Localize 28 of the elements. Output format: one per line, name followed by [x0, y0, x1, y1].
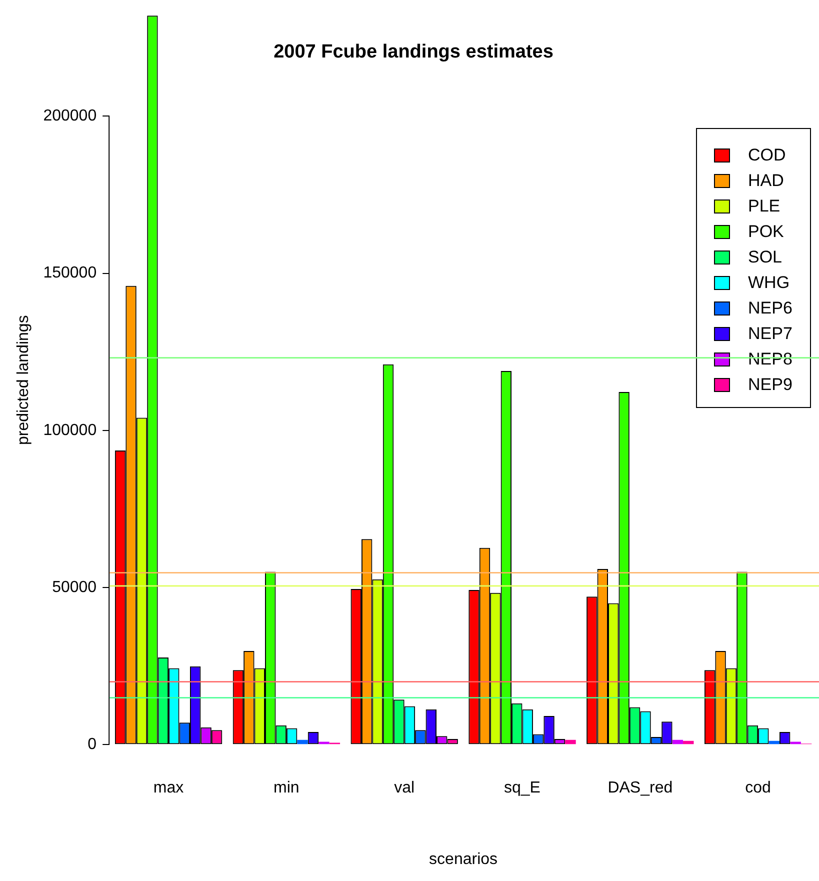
x-tick-label: DAS_red	[608, 780, 673, 797]
y-tick-label: 100000	[43, 422, 97, 439]
legend-label: NEP9	[748, 375, 792, 394]
x-tick-label: cod	[745, 780, 771, 797]
bar	[683, 740, 694, 744]
y-tick-label: 0	[88, 736, 97, 754]
legend-label: HAD	[748, 171, 784, 190]
legend-label: NEP7	[748, 324, 792, 344]
y-tick-label: 150000	[43, 264, 97, 282]
y-tick-label: 50000	[52, 578, 97, 596]
bar	[768, 740, 780, 744]
legend-label: POK	[748, 222, 785, 242]
x-tick-label: min	[274, 780, 300, 797]
text: 2007 Fcube landings estimates	[274, 41, 554, 62]
bar	[565, 740, 576, 744]
x-tick-label: val	[394, 780, 415, 797]
y-tick-label: 200000	[43, 108, 97, 125]
y-axis-title: predicted landings	[15, 315, 32, 446]
legend-label: COD	[748, 146, 786, 165]
x-tick-label: sq_E	[504, 780, 540, 797]
x-tick-label: max	[153, 780, 184, 797]
bar	[672, 740, 684, 744]
legend-label: PLE	[748, 196, 780, 216]
legend-label: NEP6	[748, 298, 792, 318]
legend-label: SOL	[748, 248, 782, 267]
bar	[297, 740, 308, 744]
legend-label: WHG	[748, 273, 790, 292]
x-axis-title: scenarios	[429, 850, 498, 868]
